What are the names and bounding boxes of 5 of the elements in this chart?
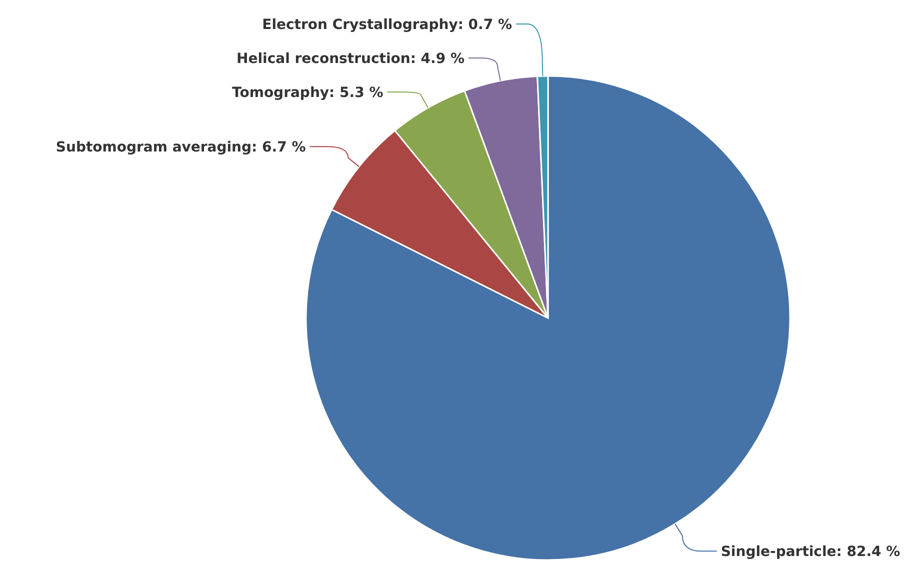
slice-label: Electron Crystallography: 0.7 % xyxy=(262,16,512,33)
slice-label: Single-particle: 82.4 % xyxy=(720,544,900,560)
slice-label: Helical reconstruction: 4.9 % xyxy=(236,50,465,67)
slice-label: Tomography: 5.3 % xyxy=(232,84,384,101)
slice-label: Subtomogram averaging: 6.7 % xyxy=(56,140,306,156)
